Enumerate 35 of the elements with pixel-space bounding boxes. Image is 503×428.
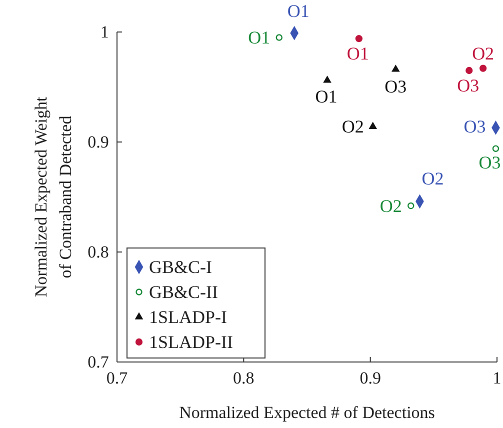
x-tick-label: 0.7 — [106, 368, 128, 388]
y-tick-label: 0.8 — [88, 242, 109, 262]
data-label: O2 — [342, 116, 364, 137]
point — [368, 122, 378, 130]
y-tick-label: 0.7 — [88, 352, 110, 372]
y-axis-title: Normalized Expected Weight of Contraband Detected — [32, 96, 76, 298]
legend-label: GB&C-II — [149, 282, 218, 302]
x-axis-title: Normalized Expected # of Detections — [179, 403, 435, 422]
x-tick-label: 1 — [492, 368, 502, 388]
data-label: O2 — [422, 168, 444, 188]
point — [276, 34, 282, 41]
point — [466, 66, 473, 74]
point — [480, 64, 487, 72]
x-tick-label: 0.9 — [360, 368, 381, 388]
legend-label: 1SLADP-II — [149, 332, 234, 352]
data-label: O3 — [457, 76, 480, 96]
y-tick-label: 1 — [100, 22, 109, 42]
data-label: O3 — [478, 152, 501, 173]
data-label: O1 — [315, 86, 338, 106]
data-label: O1 — [248, 28, 270, 48]
y-tick-label: 0.9 — [88, 132, 109, 152]
data-label: O3 — [464, 116, 486, 137]
data-label: O2 — [380, 196, 402, 216]
point — [408, 202, 414, 210]
data-label: O1 — [346, 44, 369, 64]
legend-label: GB&C-I — [149, 257, 212, 277]
legend-label: 1SLADP-I — [149, 307, 228, 327]
data-label: O3 — [384, 76, 407, 96]
x-tick-label: 0.8 — [233, 368, 254, 388]
point — [355, 35, 362, 42]
data-label: O1 — [287, 1, 310, 22]
point — [492, 145, 500, 152]
point — [323, 76, 332, 83]
point — [392, 64, 400, 72]
data-label: O2 — [472, 43, 494, 64]
